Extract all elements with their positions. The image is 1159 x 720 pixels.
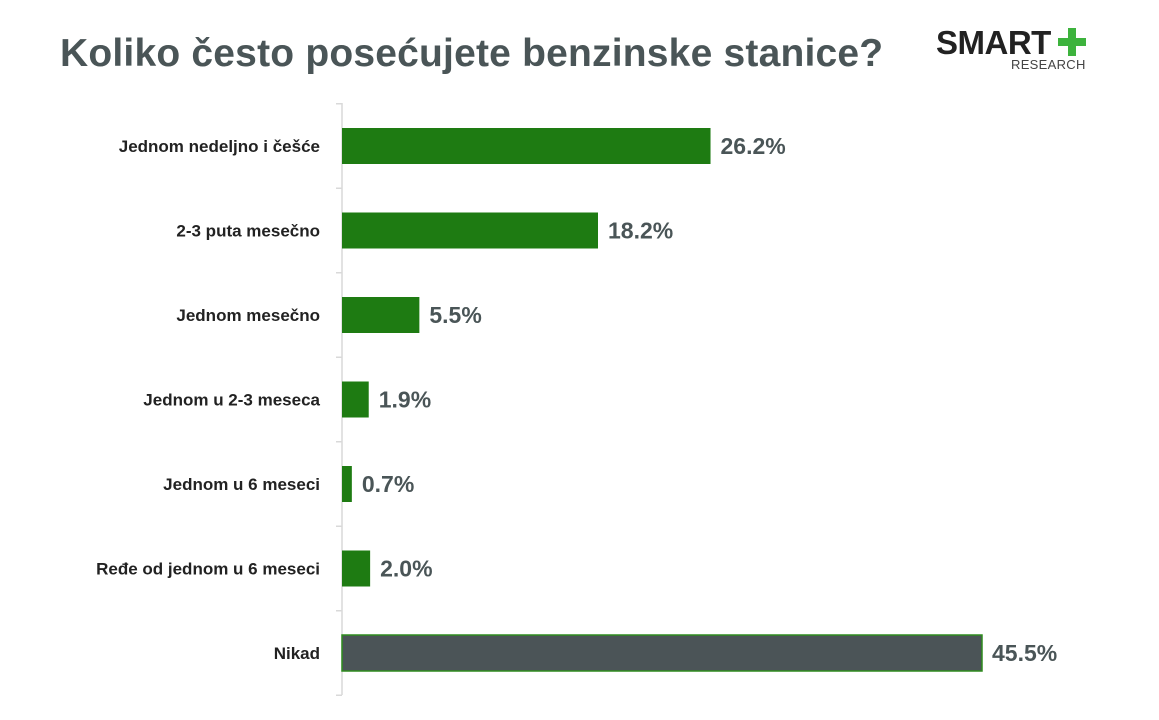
- category-label: 2-3 puta mesečno: [176, 222, 320, 241]
- category-label: Jednom u 2-3 meseca: [143, 391, 320, 410]
- bar: [341, 634, 983, 672]
- category-label: Jednom mesečno: [176, 306, 320, 325]
- category-label: Nikad: [274, 644, 320, 663]
- value-label: 26.2%: [721, 133, 786, 159]
- category-label: Jednom nedeljno i češće: [119, 137, 320, 156]
- plus-icon-vertical: [1068, 28, 1076, 56]
- value-label: 18.2%: [608, 218, 673, 244]
- bar: [342, 550, 371, 587]
- logo-word: SMART: [936, 24, 1051, 61]
- smart-research-logo: SMART RESEARCH: [936, 26, 1096, 76]
- logo-subtitle: RESEARCH: [1011, 57, 1086, 72]
- category-label: Jednom u 6 meseci: [163, 475, 320, 494]
- bar: [342, 128, 711, 164]
- bar: [342, 297, 420, 333]
- category-label: Ređe od jednom u 6 meseci: [96, 560, 320, 579]
- value-label: 2.0%: [380, 556, 432, 582]
- bar: [342, 212, 598, 249]
- value-label: 5.5%: [429, 302, 481, 328]
- value-label: 0.7%: [362, 471, 414, 497]
- bar: [342, 381, 369, 418]
- plus-icon: [1058, 28, 1086, 56]
- chart-title: Koliko često posećujete benzinske stanic…: [60, 32, 884, 75]
- bar: [342, 466, 352, 502]
- value-label: 45.5%: [992, 640, 1057, 666]
- value-label: 1.9%: [379, 387, 431, 413]
